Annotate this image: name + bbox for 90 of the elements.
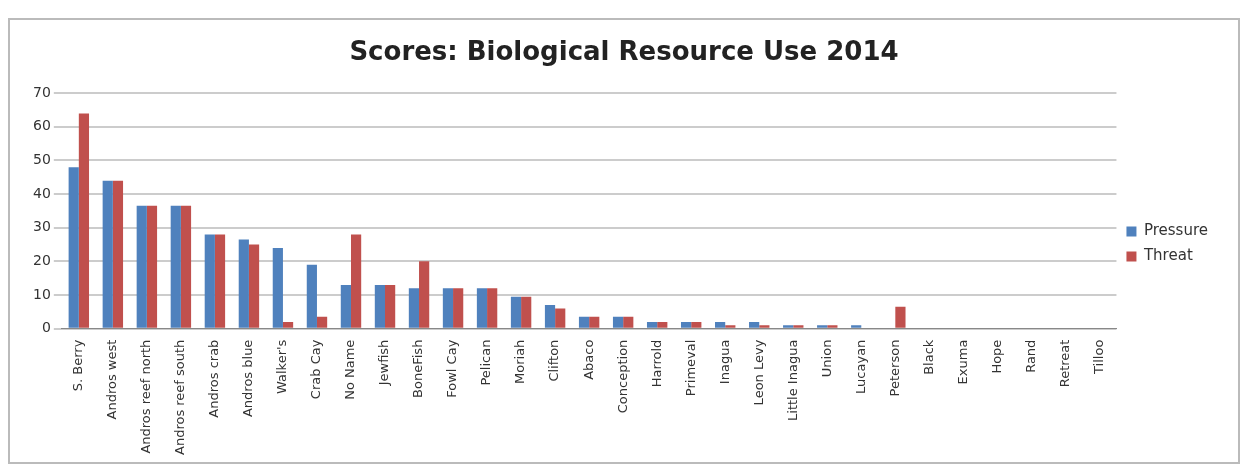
x-tick-label: Jewfish — [376, 339, 392, 387]
bar — [340, 284, 351, 328]
bar — [578, 316, 590, 328]
x-tick-label: Union — [818, 339, 834, 378]
bar — [851, 325, 862, 328]
bar — [521, 296, 532, 328]
bar — [544, 305, 556, 328]
bar — [78, 113, 90, 328]
bar — [783, 325, 794, 328]
bar — [385, 284, 396, 328]
bar — [102, 180, 113, 328]
bar — [510, 296, 522, 328]
bar — [612, 316, 624, 328]
bar — [657, 321, 668, 328]
bar — [350, 234, 362, 328]
x-tick-label: Black — [920, 339, 936, 375]
x-tick-label: Peterson — [886, 339, 902, 397]
x-tick-label: Exuma — [954, 339, 970, 385]
bar — [136, 205, 147, 328]
y-tick-label: 30 — [32, 218, 51, 235]
x-tick-label: Rand — [1022, 339, 1038, 373]
x-tick-label: Hope — [988, 339, 1004, 374]
x-tick-label: Andros reef south — [172, 339, 188, 456]
x-tick-label: Walker's — [274, 339, 290, 394]
x-tick-label: Lucayan — [852, 339, 868, 394]
x-tick-label: Andros west — [104, 339, 120, 420]
x-tick-label: Leon Levy — [750, 339, 766, 406]
x-tick-label: Pelican — [478, 339, 494, 386]
x-tick-label: Andros reef north — [138, 339, 154, 454]
bar — [589, 316, 600, 328]
bar — [419, 261, 430, 328]
bar — [170, 205, 181, 328]
bar — [793, 325, 804, 328]
y-tick-label: 10 — [32, 285, 51, 302]
bar — [725, 325, 736, 328]
x-tick-label: Andros blue — [240, 339, 256, 418]
bar — [408, 288, 420, 328]
x-tick-label: No Name — [342, 339, 358, 400]
bar — [374, 284, 386, 328]
bar — [272, 247, 283, 328]
bar — [306, 264, 317, 328]
bar — [442, 288, 454, 328]
legend-label: Pressure — [1143, 221, 1209, 240]
x-tick-label: Moriah — [512, 339, 528, 384]
y-tick-label: 20 — [32, 252, 51, 269]
bar — [715, 321, 726, 328]
x-tick-label: Conception — [614, 339, 630, 414]
bar — [646, 321, 658, 328]
x-tick-label: Primeval — [682, 339, 698, 397]
bar — [487, 288, 498, 328]
bar — [895, 306, 906, 328]
bar — [691, 321, 702, 328]
bar — [204, 234, 215, 328]
y-tick-label: 40 — [32, 184, 51, 201]
y-tick-label: 50 — [32, 151, 51, 168]
bar — [749, 321, 760, 328]
x-tick-label: Tilloo — [1090, 339, 1106, 375]
bar — [623, 316, 634, 328]
x-tick-label: Little Inagua — [784, 339, 800, 421]
bar — [453, 288, 464, 328]
bar — [112, 180, 124, 328]
x-tick-label: Abaco — [580, 339, 596, 380]
bar — [282, 321, 294, 328]
x-tick-label: Retreat — [1056, 339, 1072, 388]
bar — [68, 167, 79, 328]
x-tick-label: S. Berry — [70, 339, 86, 392]
y-tick-label: 60 — [32, 117, 51, 134]
x-tick-label: Harrold — [648, 339, 664, 388]
x-tick-label: Andros crab — [206, 339, 222, 418]
y-tick-label: 0 — [41, 319, 51, 336]
bar — [146, 205, 158, 328]
bar — [680, 321, 692, 328]
bar — [555, 308, 566, 328]
x-tick-label: Clifton — [546, 339, 562, 382]
bar — [817, 325, 828, 328]
bar — [180, 205, 192, 328]
x-tick-label: BoneFish — [410, 339, 426, 398]
x-tick-label: Fowl Cay — [444, 339, 460, 398]
x-tick-label: Crab Cay — [308, 339, 324, 400]
y-tick-label: 70 — [32, 83, 51, 100]
bar — [248, 244, 260, 328]
bar — [316, 316, 328, 328]
bar — [759, 325, 770, 328]
legend-label: Threat — [1142, 246, 1193, 265]
bar — [827, 325, 838, 328]
bar — [214, 234, 226, 328]
chart-title: Scores: Biological Resource Use 2014 — [349, 36, 899, 67]
bar — [238, 239, 249, 328]
x-tick-label: Inagua — [716, 339, 732, 385]
bar — [476, 288, 488, 328]
